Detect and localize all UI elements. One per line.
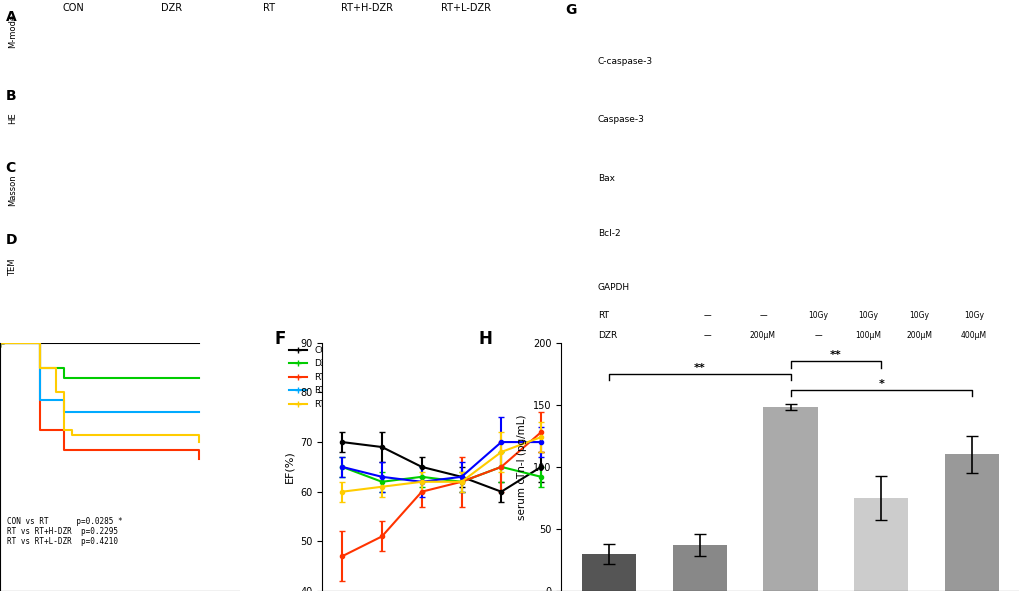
CON — [193, 339, 205, 346]
Text: —: — — [813, 332, 821, 340]
Text: B: B — [6, 89, 16, 103]
Bar — [672, 545, 727, 591]
RT+H-DZR — [65, 409, 77, 416]
RT+H-DZR — [34, 339, 46, 346]
Text: RT: RT — [263, 4, 275, 14]
Text: DZR: DZR — [160, 4, 181, 14]
DZR — [193, 374, 205, 381]
RT+H-DZR — [57, 409, 69, 416]
RT — [65, 446, 77, 453]
Y-axis label: EF(%): EF(%) — [284, 450, 294, 483]
Y-axis label: serum cTn-I (pg/mL): serum cTn-I (pg/mL) — [517, 414, 527, 519]
Text: —: — — [703, 332, 711, 340]
Text: 10Gy: 10Gy — [963, 311, 983, 320]
Bar — [581, 554, 636, 591]
RT+L-DZR — [50, 389, 62, 396]
RT+H-DZR — [65, 409, 77, 416]
Text: 100μM: 100μM — [855, 332, 880, 340]
RT+L-DZR — [34, 339, 46, 346]
Line: RT: RT — [0, 343, 199, 459]
RT+L-DZR — [193, 439, 205, 446]
RT+H-DZR — [193, 409, 205, 416]
RT+L-DZR — [57, 426, 69, 433]
RT+L-DZR — [57, 389, 69, 396]
Bar — [853, 498, 908, 591]
CON — [193, 339, 205, 346]
Text: Bcl-2: Bcl-2 — [597, 229, 620, 238]
Text: RT+L-DZR: RT+L-DZR — [440, 4, 490, 14]
DZR — [34, 339, 46, 346]
RT — [57, 446, 69, 453]
RT — [34, 426, 46, 433]
Text: GAPDH: GAPDH — [597, 284, 629, 293]
Bar — [762, 407, 817, 591]
Text: RT: RT — [597, 311, 608, 320]
Text: TEM: TEM — [8, 259, 17, 276]
Text: HE: HE — [8, 112, 17, 124]
Legend: CON, DZR, RT, RT+H-DZR, RT+L-DZR: CON, DZR, RT, RT+H-DZR, RT+L-DZR — [285, 342, 365, 413]
Text: C: C — [6, 161, 16, 175]
RT+H-DZR — [0, 339, 6, 346]
Text: CON: CON — [62, 4, 84, 14]
RT+L-DZR — [34, 364, 46, 371]
Text: Bax: Bax — [597, 174, 614, 183]
DZR — [34, 364, 46, 371]
Text: 200μM: 200μM — [905, 332, 931, 340]
DZR — [193, 374, 205, 381]
Text: —: — — [703, 311, 711, 320]
RT — [65, 446, 77, 453]
Text: 200μM: 200μM — [749, 332, 775, 340]
RT+L-DZR — [0, 339, 6, 346]
Text: 10Gy: 10Gy — [908, 311, 928, 320]
RT+L-DZR — [65, 426, 77, 433]
Legend: CON, DZR, RT, RT+H-DZR, RT+L-DZR: CON, DZR, RT, RT+H-DZR, RT+L-DZR — [607, 342, 687, 413]
DZR — [57, 374, 69, 381]
Text: **: ** — [693, 362, 705, 372]
Text: C-caspase-3: C-caspase-3 — [597, 57, 652, 66]
Text: F: F — [274, 330, 285, 348]
Text: Caspase-3: Caspase-3 — [597, 115, 644, 125]
RT — [193, 446, 205, 453]
Text: H: H — [478, 330, 492, 348]
Line: RT+H-DZR: RT+H-DZR — [0, 343, 199, 413]
RT+H-DZR — [57, 397, 69, 404]
CON — [0, 339, 6, 346]
Line: DZR: DZR — [0, 343, 199, 378]
Text: CON vs RT      p=0.0285 *
RT vs RT+H-DZR  p=0.2295
RT vs RT+L-DZR  p=0.4210: CON vs RT p=0.0285 * RT vs RT+H-DZR p=0.… — [7, 517, 122, 546]
RT — [193, 456, 205, 463]
Text: A: A — [6, 10, 16, 24]
Text: RT+H-DZR: RT+H-DZR — [341, 4, 393, 14]
RT+H-DZR — [34, 397, 46, 404]
Text: Masson: Masson — [8, 174, 17, 206]
RT+L-DZR — [65, 431, 77, 438]
RT+L-DZR — [193, 431, 205, 438]
Text: **: ** — [829, 350, 841, 360]
Text: G: G — [566, 4, 577, 17]
Bar — [944, 454, 999, 591]
RT+L-DZR — [50, 364, 62, 371]
DZR — [0, 339, 6, 346]
Text: 10Gy: 10Gy — [807, 311, 827, 320]
RT — [0, 339, 6, 346]
Line: RT+L-DZR: RT+L-DZR — [0, 343, 199, 442]
RT — [34, 339, 46, 346]
Text: —: — — [758, 311, 766, 320]
RT — [57, 426, 69, 433]
Text: 400μM: 400μM — [960, 332, 986, 340]
Text: M-mode: M-mode — [8, 14, 17, 48]
Text: 10Gy: 10Gy — [858, 311, 877, 320]
Text: D: D — [6, 233, 17, 247]
RT+H-DZR — [193, 409, 205, 416]
Text: DZR: DZR — [597, 332, 616, 340]
DZR — [57, 364, 69, 371]
Text: *: * — [877, 379, 883, 389]
